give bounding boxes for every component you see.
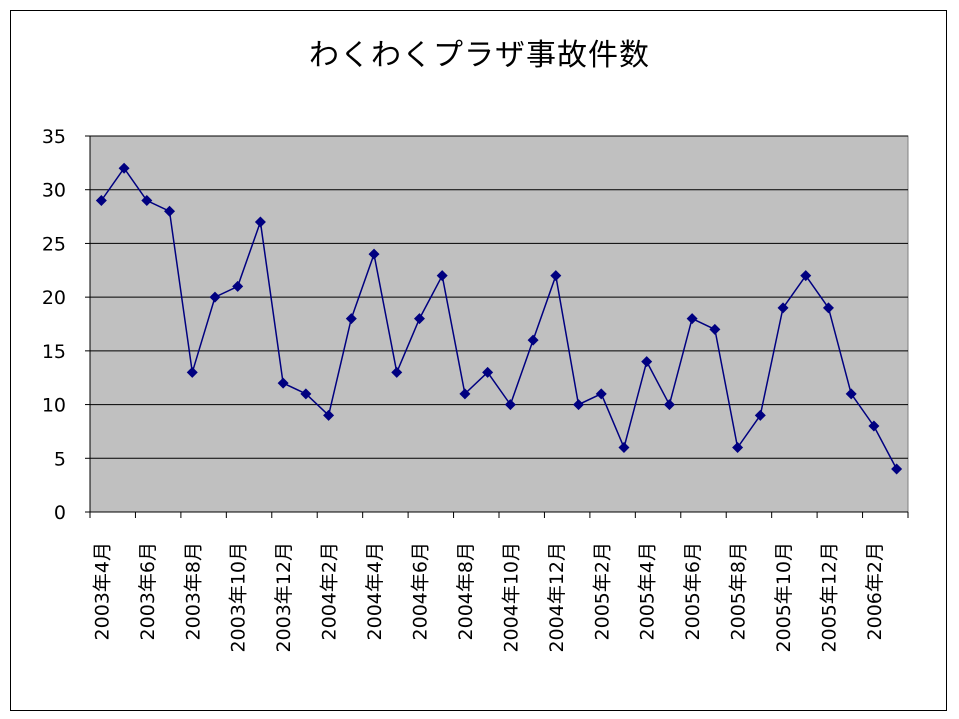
data-point [391, 366, 403, 378]
series-line [100, 166, 898, 470]
y-tick-label: 10 [42, 395, 66, 417]
x-tick-label: 2004年6月 [409, 542, 431, 640]
data-point [595, 388, 607, 400]
x-tick-label: 2003年12月 [273, 542, 295, 653]
x-tick-label: 2003年6月 [137, 542, 159, 640]
x-tick-label: 2004年12月 [546, 542, 568, 653]
data-point [573, 399, 585, 411]
x-tick-label: 2004年10月 [500, 542, 522, 653]
data-point [527, 334, 539, 346]
x-tick-label: 2004年4月 [364, 542, 386, 640]
data-point [663, 399, 675, 411]
data-point [254, 216, 266, 228]
data-point [413, 313, 425, 325]
x-tick-label: 2005年4月 [637, 542, 659, 640]
data-point [732, 442, 744, 454]
data-point [232, 280, 244, 292]
data-point [368, 248, 380, 260]
y-tick-label: 25 [42, 233, 66, 255]
chart-title: わくわくプラザ事故件数 [309, 38, 650, 73]
x-tick-label: 2005年2月 [591, 542, 613, 640]
data-point [845, 388, 857, 400]
data-point [618, 442, 630, 454]
data-point [891, 463, 903, 475]
plot-area [89, 135, 909, 513]
data-point [550, 270, 562, 282]
data-point [482, 366, 494, 378]
data-point [800, 270, 812, 282]
data-point [459, 388, 471, 400]
data-point [323, 409, 335, 421]
data-point [504, 399, 516, 411]
data-point [822, 302, 834, 314]
x-tick-label: 2004年8月 [455, 542, 477, 640]
x-tick-label: 2004年2月 [319, 542, 341, 640]
y-tick-label: 15 [42, 341, 66, 363]
data-point [209, 291, 221, 303]
y-tick-label: 5 [54, 448, 66, 470]
y-tick-label: 30 [42, 180, 66, 202]
data-point [186, 366, 198, 378]
data-point [141, 194, 153, 206]
data-point [709, 323, 721, 335]
y-tick-label: 20 [42, 287, 66, 309]
x-tick-label: 2005年8月 [728, 542, 750, 640]
x-tick-label: 2003年8月 [182, 542, 204, 640]
data-point [686, 313, 698, 325]
data-point [754, 409, 766, 421]
data-point [868, 420, 880, 432]
data-point [436, 270, 448, 282]
data-point [118, 162, 130, 174]
data-point [95, 194, 107, 206]
data-point [777, 302, 789, 314]
data-point [345, 313, 357, 325]
y-tick-label: 35 [42, 126, 66, 148]
data-point [641, 356, 653, 368]
x-tick-label: 2005年12月 [818, 542, 840, 653]
data-point [277, 377, 289, 389]
x-tick-label: 2005年10月 [773, 542, 795, 653]
data-point [300, 388, 312, 400]
x-tick-label: 2003年10月 [228, 542, 250, 653]
y-tick-label: 0 [54, 502, 66, 524]
x-tick-label: 2005年6月 [682, 542, 704, 640]
data-point [164, 205, 176, 217]
x-tick-label: 2006年2月 [864, 542, 886, 640]
x-tick-label: 2003年4月 [91, 542, 113, 640]
